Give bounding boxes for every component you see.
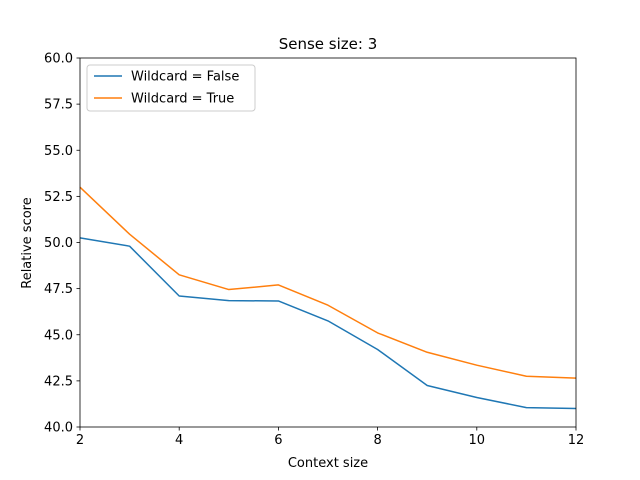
y-tick-label: 40.0 [44, 421, 73, 436]
y-tick-label: 50.0 [44, 236, 73, 251]
x-tick-label: 8 [373, 433, 381, 448]
y-tick-label: 52.5 [44, 190, 73, 205]
x-tick-label: 2 [76, 433, 84, 448]
x-axis-label: Context size [288, 456, 368, 471]
y-axis-label: Relative score [20, 197, 35, 289]
plot-area: 2 4 6 8 10 12 40.0 42.5 45.0 47.5 50.0 52.5 55.0 57.5… [44, 52, 584, 449]
plot-frame [79, 57, 577, 428]
chart-title: Sense size: 3 [279, 35, 378, 53]
x-tick-label: 4 [175, 433, 183, 448]
y-tick-label: 55.0 [44, 144, 73, 159]
x-tick-label: 6 [274, 433, 282, 448]
y-tick-label: 45.0 [44, 328, 73, 343]
legend-box [86, 64, 256, 112]
y-tick-label: 60.0 [44, 52, 73, 67]
legend-label-0: Wildcard = False [131, 70, 239, 85]
series-line-1 [79, 186, 577, 379]
y-tick-label: 57.5 [44, 98, 73, 113]
series-line-0 [79, 237, 577, 410]
legend-label-1: Wildcard = True [131, 92, 234, 107]
x-tick-label: 10 [469, 433, 486, 448]
y-tick-label: 47.5 [44, 282, 73, 297]
x-tick-label: 12 [568, 433, 585, 448]
y-tick-label: 42.5 [44, 374, 73, 389]
